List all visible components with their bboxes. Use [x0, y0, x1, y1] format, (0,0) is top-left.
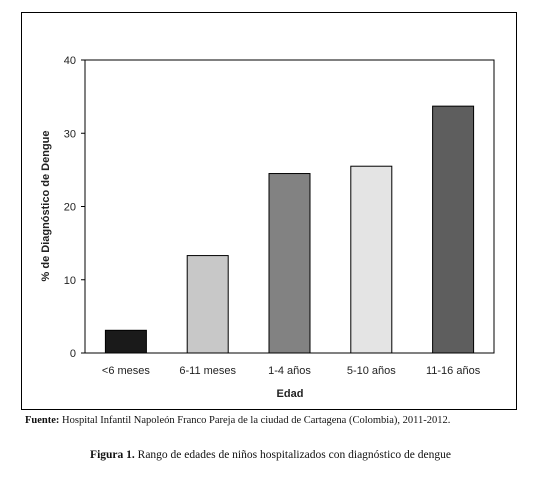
- bar: [186, 255, 229, 354]
- figure-caption: Figura 1. Rango de edades de niños hospi…: [0, 449, 541, 461]
- x-tick-label: 1-4 años: [268, 365, 311, 377]
- source-note: Fuente: Hospital Infantil Napoleón Franc…: [25, 415, 525, 426]
- y-axis-ticks: 0 10 20 30 40: [64, 55, 85, 360]
- x-tick-label: 6-11 meses: [179, 365, 236, 377]
- source-text: Hospital Infantil Napoleón Franco Pareja…: [59, 415, 451, 426]
- bar: [350, 165, 393, 354]
- caption-text: Rango de edades de niños hospitalizados …: [134, 449, 451, 461]
- bar: [432, 105, 475, 354]
- x-axis-title: Edad: [277, 388, 304, 400]
- bars-group: [104, 105, 475, 354]
- caption-label: Figura 1.: [90, 449, 135, 461]
- bar: [104, 329, 147, 354]
- x-axis-ticks: <6 meses 6-11 meses 1-4 años 5-10 años 11-16…: [102, 365, 481, 377]
- x-tick-label: <6 meses: [102, 365, 150, 377]
- y-tick-label: 20: [64, 202, 76, 214]
- bar: [268, 173, 311, 354]
- y-tick-label: 0: [70, 348, 76, 360]
- y-tick-label: 10: [64, 275, 76, 287]
- y-tick-label: 40: [64, 55, 76, 67]
- x-tick-label: 11-16 años: [426, 365, 481, 377]
- y-axis-title: % de Diagnóstico de Dengue: [40, 131, 52, 282]
- source-label: Fuente:: [25, 415, 60, 426]
- x-tick-label: 5-10 años: [347, 365, 396, 377]
- y-tick-label: 30: [64, 128, 76, 140]
